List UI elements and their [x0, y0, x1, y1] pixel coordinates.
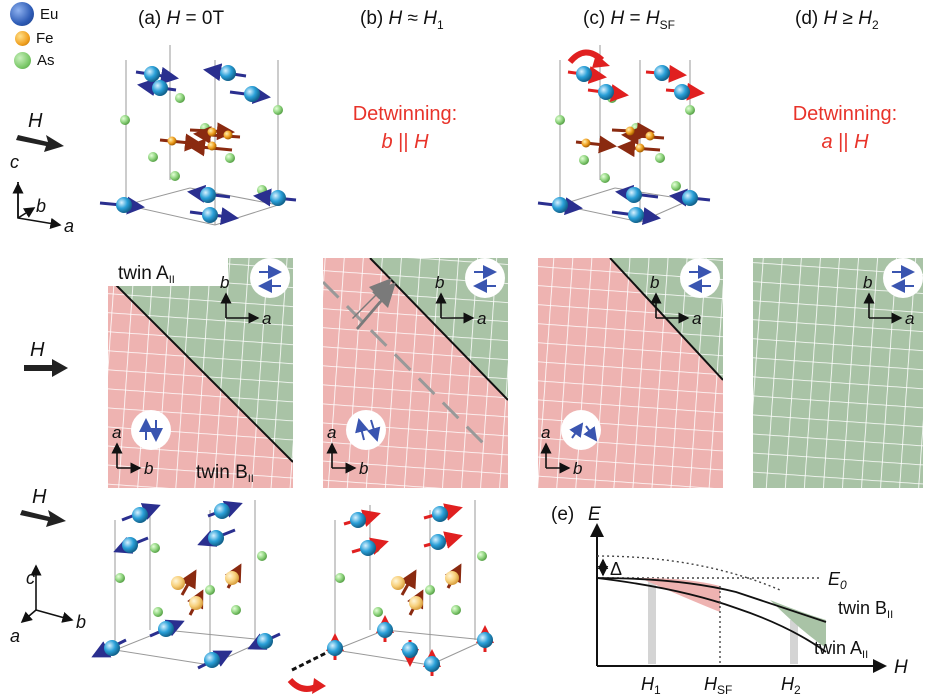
field-arrow-mid — [24, 359, 68, 377]
spin-circle-b-pink — [346, 410, 386, 450]
legend-fe: Fe — [15, 30, 54, 47]
spin-circle-a-pink — [131, 410, 171, 450]
axis-c-bottom: c — [26, 568, 35, 588]
field-label-top: H — [28, 110, 43, 132]
field-arrow-top — [16, 135, 64, 152]
local-b-d: b — [863, 273, 872, 292]
domain-arrow-b — [356, 282, 396, 330]
local-a-a: a — [262, 309, 271, 328]
local-a-c: a — [692, 309, 701, 328]
spin-circle-b-green — [465, 258, 505, 298]
panel-e-h2: H2 — [781, 674, 801, 696]
twin-b-label-a: twin BII — [196, 462, 254, 485]
local-a-b: a — [477, 309, 486, 328]
local-b-pink-b: b — [359, 459, 368, 478]
panel-e-x-label: H — [894, 657, 908, 678]
axis-a-top: a — [64, 216, 74, 236]
crystal-bottom-left-atoms — [91, 500, 281, 670]
crystal-bottom-right-atoms — [287, 503, 494, 694]
axes-top-left — [12, 182, 62, 229]
domain-panel-d — [753, 258, 923, 488]
local-a-pink-b: a — [327, 423, 336, 442]
crystal-c-atoms — [537, 49, 711, 225]
local-axes-green — [220, 292, 903, 324]
local-a-pink-a: a — [112, 423, 121, 442]
local-b-b: b — [435, 273, 444, 292]
spin-circle-d-green — [883, 258, 923, 298]
fe-ball-icon — [15, 31, 30, 46]
panel-e-label: (e) — [551, 504, 574, 525]
as-ball-icon — [14, 52, 31, 69]
legend-eu-label: Eu — [40, 5, 59, 23]
local-b-pink-c: b — [573, 459, 582, 478]
legend-as-label: As — [37, 52, 55, 69]
local-axes-pink — [111, 442, 571, 474]
twin-a-label-a: twin AII — [118, 263, 175, 286]
header-b: (b) H ≈ H1 — [360, 8, 444, 32]
local-b-pink-a: b — [144, 459, 153, 478]
energy-plot — [590, 523, 887, 673]
spin-circle-c-pink — [561, 410, 601, 450]
field-label-mid: H — [30, 339, 45, 361]
spin-circle-c-green — [680, 258, 720, 298]
panel-e-hsf: HSF — [704, 674, 732, 696]
header-d: (d) H ≥ H2 — [795, 8, 879, 32]
axis-b-bottom: b — [76, 612, 86, 632]
legend-eu: Eu — [10, 2, 58, 26]
local-b-c: b — [650, 273, 659, 292]
local-a-d: a — [905, 309, 914, 328]
header-c: (c) H = HSF — [583, 8, 675, 32]
eu-ball-icon — [10, 2, 34, 26]
panel-e-h1: H1 — [641, 674, 661, 696]
local-a-pink-c: a — [541, 423, 550, 442]
crystal-a-atoms — [99, 63, 297, 225]
axes-bottom-left — [20, 564, 74, 624]
panel-e-delta: Δ — [610, 559, 622, 579]
detwinning-a-label: Detwinning: a || H — [792, 103, 898, 153]
panel-e-twin-b: twin BII — [838, 598, 893, 621]
panel-e-e0: E0 — [828, 569, 847, 592]
field-arrow-bottom — [20, 510, 66, 527]
panel-e-twin-a: twin AII — [814, 638, 868, 661]
detwinning-b-label: Detwinning: b || H — [352, 103, 458, 153]
legend-as: As — [14, 52, 55, 69]
spin-circle-a-green — [250, 258, 290, 298]
legend-fe-label: Fe — [36, 30, 54, 47]
axis-a-bottom: a — [10, 626, 20, 646]
header-a: (a) H = 0T — [138, 8, 225, 29]
axis-b-top: b — [36, 196, 46, 216]
axis-c-top: c — [10, 152, 19, 172]
panel-e-y-label: E — [588, 504, 601, 525]
local-b-a: b — [220, 273, 229, 292]
field-label-bottom: H — [32, 486, 47, 508]
